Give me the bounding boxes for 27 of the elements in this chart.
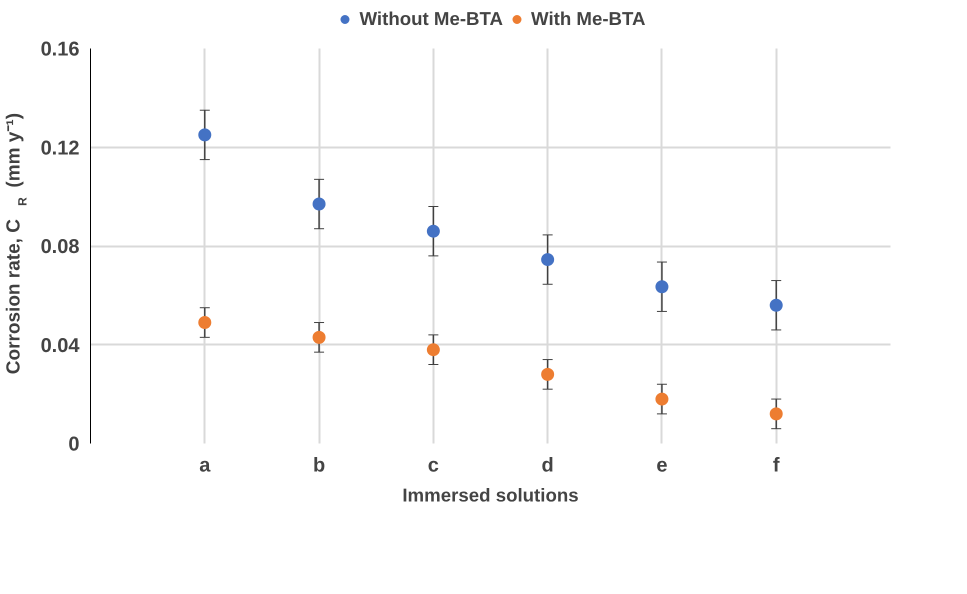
x-tick-label: f [772,454,780,476]
x-tick-label: b [312,454,326,476]
point [541,368,554,381]
y-tick-label: 0.04 [40,334,80,357]
y-tick-label: 0.12 [40,137,80,160]
point [312,198,326,211]
x-tick-label: e [656,454,668,476]
point [770,298,783,312]
legend-label: Without Me-BTA [359,8,503,30]
point [426,224,440,238]
point [655,280,668,294]
y-tick-label: 0.08 [40,236,80,258]
point [198,128,212,142]
y-tick-label: 0.16 [40,38,80,60]
point [655,392,668,406]
y-axis-title: Corrosion rate, CR (mm y⁻¹) [4,112,30,374]
point [426,343,440,356]
legend-label: With Me-BTA [531,8,646,30]
x-tick-label: a [199,454,212,476]
x-axis-title: Immersed solutions [402,484,579,506]
y-tick-label: 0 [68,434,80,456]
point [541,253,554,266]
x-tick-label: c [428,454,439,476]
point [198,316,212,330]
point [770,407,783,420]
x-tick-label: d [542,454,554,476]
point [312,330,326,344]
